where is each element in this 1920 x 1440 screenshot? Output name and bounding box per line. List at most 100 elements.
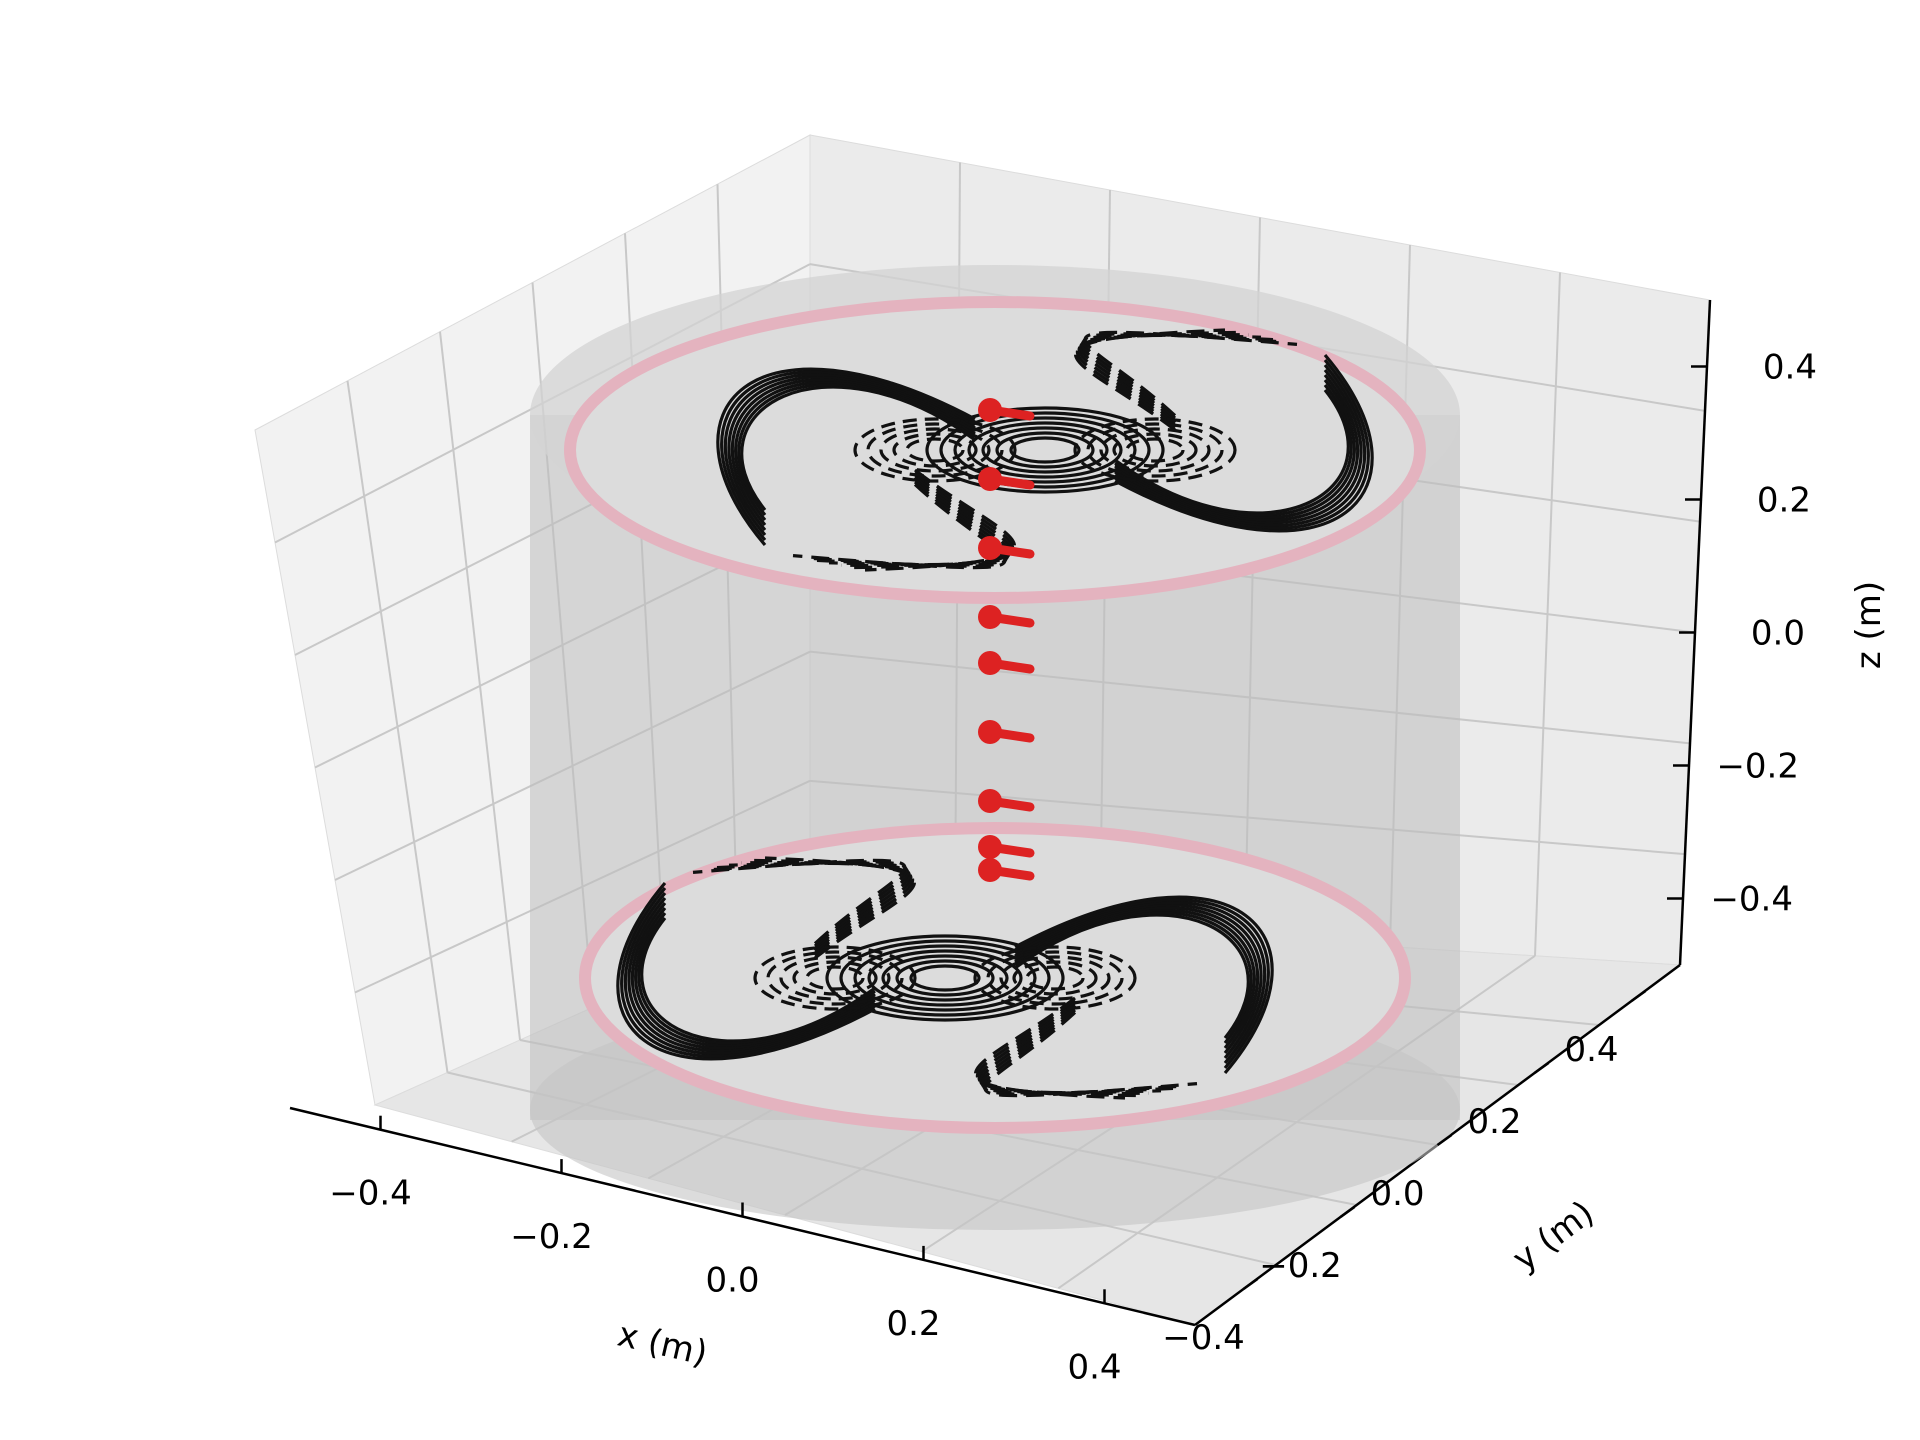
contour-line — [1014, 906, 1260, 1055]
contour-line — [825, 934, 1065, 1022]
x-tick-label: −0.2 — [510, 1217, 593, 1257]
contour-line-dashed — [980, 1006, 1174, 1095]
contour-line-dashed — [999, 955, 1111, 1001]
contour-line-dashed — [986, 950, 1124, 1006]
y-tick-label: −0.4 — [1162, 1318, 1245, 1358]
contour-line — [737, 383, 976, 517]
contour-line-dashed — [1086, 422, 1224, 478]
y-tick-label: 0.0 — [1370, 1174, 1424, 1214]
contour-line-dashed — [792, 483, 1007, 570]
contour-line — [730, 378, 976, 527]
contour-line-dashed — [692, 858, 907, 945]
contour-line-dashed — [740, 861, 913, 955]
contour-line-dashed — [1012, 960, 1098, 996]
contour-line-dashed — [879, 427, 991, 473]
contour-line — [1114, 363, 1367, 528]
contour-line-dashed — [892, 432, 978, 468]
contour-line — [616, 881, 876, 1061]
y-tick-label: −0.2 — [1259, 1246, 1342, 1286]
red-point — [978, 605, 1002, 629]
contour-line-dashed — [973, 945, 1137, 1011]
contour-line-dashed — [977, 1001, 1150, 1095]
contour-line — [723, 372, 976, 537]
contour-line — [1009, 436, 1081, 464]
contour-line-dashed — [792, 960, 878, 996]
y-tick-label-mark — [1436, 1133, 1453, 1147]
contour-line — [1114, 373, 1360, 522]
y-tick-label-mark — [1242, 1277, 1259, 1291]
contour-line — [895, 959, 995, 997]
z-tick-label: 0.2 — [1757, 481, 1811, 521]
contour-line — [640, 917, 876, 1043]
contour-line — [925, 406, 1165, 494]
contour-line — [727, 375, 976, 532]
red-point — [978, 536, 1002, 560]
x-ticks: −0.4 −0.2 0.0 0.2 0.4 — [329, 1115, 1122, 1387]
bottom-coil-plane — [579, 822, 1411, 1134]
contour-line — [853, 944, 1037, 1012]
contour-line — [1014, 913, 1250, 1039]
contour-line-dashed — [1077, 333, 1250, 427]
contour-line-dashed — [1125, 437, 1185, 463]
x-tick-label: 0.2 — [886, 1304, 940, 1344]
contour-line — [1114, 383, 1353, 517]
contour-line-dashed — [1083, 330, 1298, 417]
y-ticks: −0.4 −0.2 0.0 0.2 0.4 — [1162, 989, 1647, 1358]
z-tick-label: 0.0 — [1751, 614, 1805, 654]
z-axis-label: z (m) — [1849, 581, 1889, 669]
contour-line — [967, 421, 1123, 479]
top-coil-plane — [564, 296, 1426, 604]
red-point — [978, 720, 1002, 744]
contour-line-dashed — [1025, 965, 1085, 991]
x-tick-label: 0.4 — [1067, 1347, 1121, 1387]
y-tick-label: 0.4 — [1564, 1030, 1618, 1070]
contour-line-dashed — [1099, 427, 1211, 473]
red-point — [978, 467, 1002, 491]
red-point — [978, 398, 1002, 422]
contour-line — [1014, 911, 1253, 1045]
contour-line — [839, 939, 1051, 1017]
contour-line — [1114, 389, 1350, 515]
contour-line — [1014, 895, 1274, 1075]
contour-line — [867, 949, 1023, 1007]
y-tick-label-mark — [1533, 1061, 1550, 1075]
contour-line — [1114, 358, 1370, 530]
contour-line — [716, 367, 976, 547]
red-point — [978, 789, 1002, 813]
contour-line — [1014, 898, 1270, 1070]
contour-line — [634, 906, 876, 1048]
x-tick-label: −0.4 — [329, 1174, 412, 1214]
contour-line-dashed — [1079, 333, 1262, 425]
contour-line — [1014, 900, 1267, 1065]
z-ticks: −0.4 −0.2 0.0 0.2 0.4 — [1667, 348, 1817, 920]
z-tick-label: 0.4 — [1763, 348, 1817, 388]
contour-line — [637, 911, 876, 1045]
contour-line — [1014, 908, 1256, 1050]
contour-line-dashed — [1073, 417, 1237, 483]
contour-line-dashed — [805, 965, 865, 991]
y-tick-label: 0.2 — [1467, 1102, 1521, 1142]
contour-line — [939, 411, 1151, 489]
contour-line-dashed — [866, 422, 1004, 478]
contour-line — [740, 385, 976, 511]
contour-line-dashed — [1112, 432, 1198, 468]
y-tick-label-mark — [1630, 989, 1647, 1003]
contour-line — [720, 370, 976, 542]
contour-line — [620, 886, 876, 1058]
contour-line-dashed — [905, 437, 965, 463]
contour-line-dashed — [1080, 333, 1274, 422]
z-tick-label: −0.2 — [1716, 747, 1799, 787]
red-point — [978, 835, 1002, 859]
contour-line — [627, 896, 876, 1053]
contour-line — [1114, 368, 1363, 525]
contour-line — [881, 954, 1009, 1002]
contour-line — [630, 901, 876, 1050]
red-point-column — [978, 398, 1035, 882]
contour-line-dashed — [983, 1011, 1198, 1098]
contour-line-dashed — [853, 417, 1017, 483]
red-point — [978, 858, 1002, 882]
y-tick-label-mark — [1339, 1205, 1356, 1219]
contour-line — [981, 426, 1109, 474]
contour-line-dashed — [728, 861, 911, 953]
